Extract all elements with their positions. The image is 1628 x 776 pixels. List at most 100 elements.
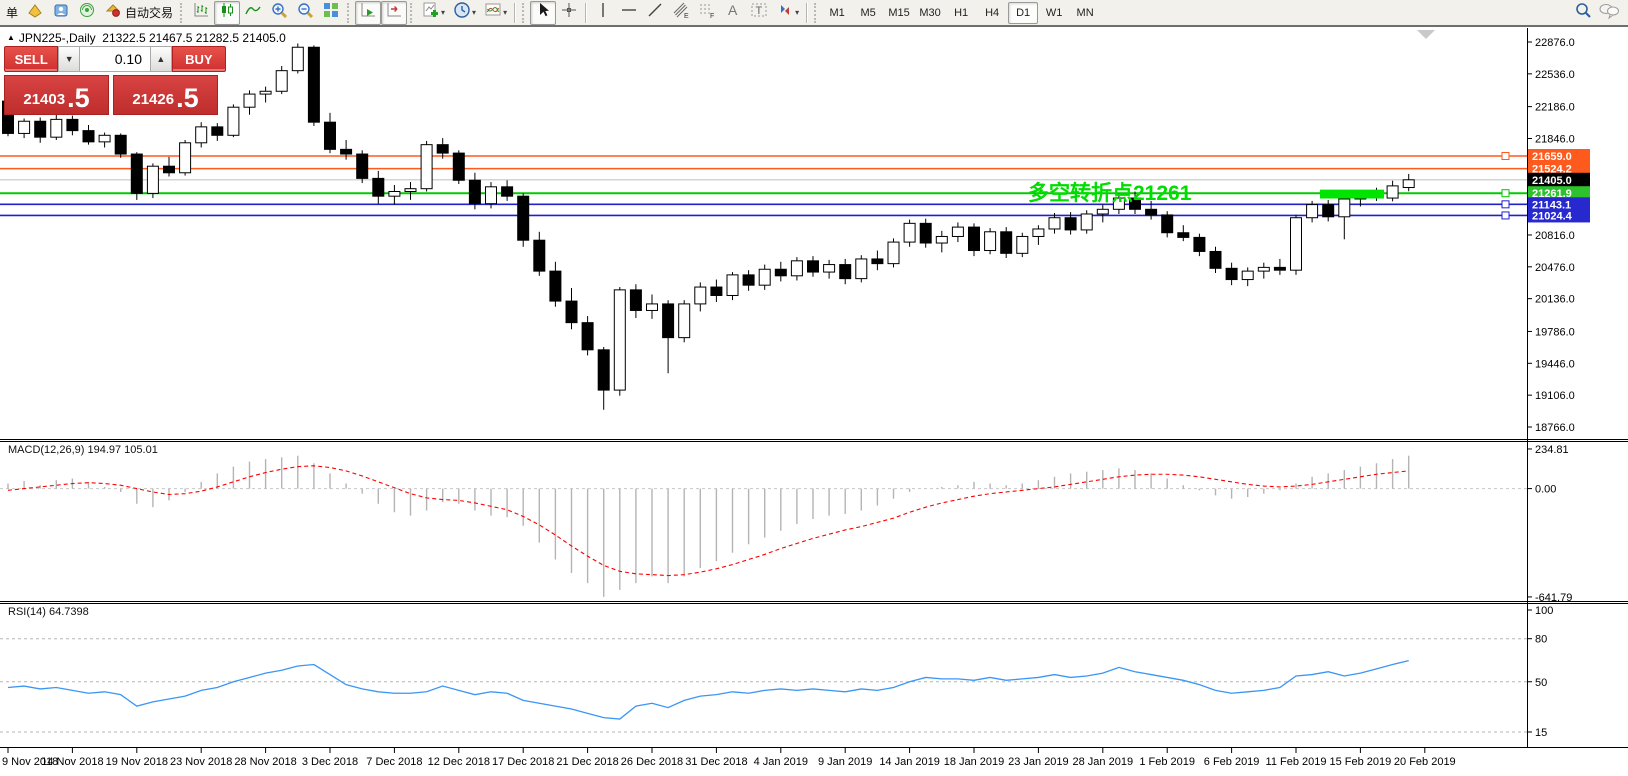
text-label-button[interactable]: T bbox=[746, 1, 772, 25]
sell-button[interactable]: SELL bbox=[4, 46, 59, 72]
candle bbox=[291, 46, 304, 72]
price-tag bbox=[1528, 149, 1590, 164]
indicators-button[interactable]: ▾ bbox=[418, 1, 449, 25]
quotes-button[interactable] bbox=[22, 1, 48, 25]
timeframe-toolbar: M1 M5 M15 M30 H1 H4 D1 W1 MN bbox=[822, 1, 1100, 24]
candle bbox=[984, 231, 997, 252]
hline-handle[interactable] bbox=[1501, 189, 1510, 198]
candle bbox=[694, 286, 707, 305]
candlestick-chart-button[interactable] bbox=[214, 0, 241, 25]
candle bbox=[485, 186, 497, 205]
price-tag-label: 21524.2 bbox=[1532, 164, 1572, 176]
timeframe-M30[interactable]: M30 bbox=[919, 6, 941, 19]
hline-handle[interactable] bbox=[1501, 211, 1510, 220]
auto-scroll-button[interactable] bbox=[355, 0, 382, 25]
volume-increase-button[interactable]: ▲ bbox=[150, 46, 172, 72]
autotrading-button[interactable]: 自动交易 bbox=[100, 1, 177, 25]
crosshair-button[interactable] bbox=[556, 1, 582, 25]
scroll-marker-icon[interactable] bbox=[1417, 30, 1435, 39]
profiles-button[interactable] bbox=[48, 1, 74, 25]
price-tag-label: 21261.9 bbox=[1532, 188, 1572, 200]
templates-button[interactable]: ▾ bbox=[480, 1, 511, 25]
chart-shift-button[interactable] bbox=[381, 0, 408, 25]
trendline-button[interactable] bbox=[642, 1, 668, 25]
hline-handle[interactable] bbox=[1501, 200, 1510, 209]
fibonacci-button[interactable]: F bbox=[694, 1, 720, 25]
zoom-out-button[interactable] bbox=[292, 1, 318, 25]
buy-button[interactable]: BUY bbox=[171, 46, 226, 72]
candle bbox=[436, 144, 449, 154]
tile-windows-button[interactable] bbox=[318, 1, 344, 25]
macd-tick-label: 234.81 bbox=[1535, 444, 1569, 456]
price-tick-label: 22536.0 bbox=[1535, 69, 1575, 81]
date-label: 21 Dec 2018 bbox=[556, 756, 618, 768]
highlight-rectangle[interactable] bbox=[1320, 189, 1384, 199]
timeframe-D1[interactable]: D1 bbox=[1008, 1, 1039, 24]
price-tag bbox=[1528, 161, 1590, 176]
hline-handle[interactable] bbox=[1501, 152, 1510, 161]
arrows-button[interactable]: ▾ bbox=[772, 1, 803, 25]
profiles-icon bbox=[52, 1, 70, 24]
vertical-line-button[interactable] bbox=[590, 1, 616, 25]
candle bbox=[549, 270, 562, 302]
timeframe-W1[interactable]: W1 bbox=[1045, 6, 1063, 19]
candle bbox=[1080, 213, 1093, 231]
periods-button[interactable]: ▾ bbox=[449, 1, 480, 25]
autotrading-icon bbox=[104, 1, 122, 24]
timeframe-H1[interactable]: H1 bbox=[954, 6, 969, 19]
toolbar-separator bbox=[585, 2, 588, 23]
buy-price[interactable]: 21426 .5 bbox=[113, 75, 218, 115]
candle bbox=[662, 303, 675, 339]
candle bbox=[726, 274, 739, 296]
zoom-in-button[interactable] bbox=[266, 1, 292, 25]
horizontal-line-button[interactable] bbox=[616, 1, 642, 25]
rsi-tick-label: 80 bbox=[1535, 634, 1547, 646]
date-label: 12 Dec 2018 bbox=[428, 756, 490, 768]
timeframe-M15[interactable]: M15 bbox=[888, 6, 910, 19]
trendline-icon bbox=[646, 1, 664, 24]
tile-windows-icon bbox=[322, 1, 340, 24]
line-chart-button[interactable] bbox=[240, 1, 266, 25]
timeframe-MN[interactable]: MN bbox=[1076, 6, 1094, 19]
date-label: 18 Jan 2019 bbox=[944, 756, 1005, 768]
candle bbox=[420, 144, 433, 190]
candle bbox=[501, 186, 514, 197]
volume-decrease-button[interactable]: ▼ bbox=[58, 46, 80, 72]
chart-annotation[interactable]: 多空转折点21261 bbox=[1028, 181, 1192, 205]
candle bbox=[324, 121, 336, 150]
volume-input[interactable] bbox=[80, 46, 150, 72]
candle bbox=[1145, 208, 1158, 216]
panel-borders bbox=[0, 28, 1628, 748]
channel-button[interactable]: E bbox=[668, 1, 694, 25]
sell-price-frac: .5 bbox=[67, 83, 90, 113]
sell-price[interactable]: 21403 .5 bbox=[4, 75, 109, 115]
signals-button[interactable] bbox=[74, 1, 100, 25]
candle bbox=[613, 289, 626, 391]
bar-chart-button[interactable] bbox=[188, 1, 214, 25]
horizontal-lines[interactable] bbox=[0, 152, 1527, 220]
macd-signal-line bbox=[7, 465, 1409, 577]
toolbar-grip bbox=[814, 2, 819, 23]
text-button[interactable]: A bbox=[720, 1, 746, 25]
macd-tick-label: 0.00 bbox=[1535, 484, 1556, 496]
timeframe-M1[interactable]: M1 bbox=[829, 6, 845, 19]
price-axis[interactable]: 22876.0 22536.0 22186.0 21846.0 20816.0 20476… bbox=[1527, 37, 1590, 434]
price-tag bbox=[1528, 197, 1590, 212]
search-icon[interactable] bbox=[1574, 1, 1592, 24]
candle bbox=[1257, 266, 1270, 272]
timeframe-M5[interactable]: M5 bbox=[860, 6, 876, 19]
candle bbox=[1209, 250, 1222, 269]
chat-icon[interactable] bbox=[1598, 1, 1620, 24]
new-order-button[interactable]: 单 bbox=[2, 1, 22, 25]
candle bbox=[114, 134, 127, 155]
cursor-button[interactable] bbox=[530, 0, 557, 25]
candle bbox=[629, 289, 642, 311]
auto-scroll-icon bbox=[359, 1, 377, 24]
timeframe-H4[interactable]: H4 bbox=[985, 6, 1000, 19]
price-tick-label: 21846.0 bbox=[1535, 133, 1575, 145]
price-tick-label: 20136.0 bbox=[1535, 294, 1575, 306]
date-label: 14 Jan 2019 bbox=[879, 756, 940, 768]
